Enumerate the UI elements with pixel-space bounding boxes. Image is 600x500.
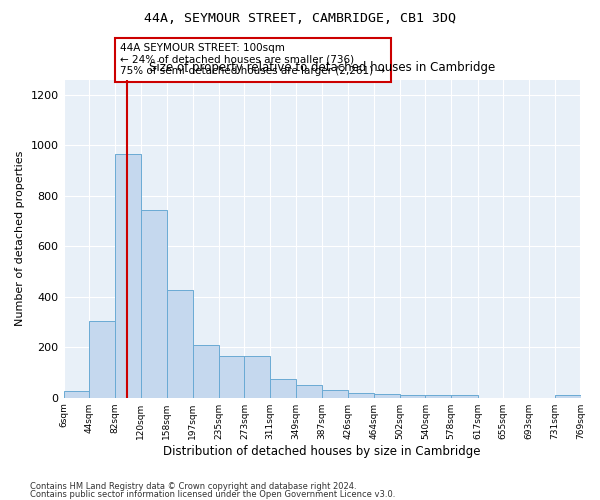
Bar xyxy=(296,385,322,398)
Bar xyxy=(193,344,218,398)
X-axis label: Distribution of detached houses by size in Cambridge: Distribution of detached houses by size … xyxy=(163,444,481,458)
Bar xyxy=(451,395,478,398)
Bar xyxy=(270,379,296,398)
Bar xyxy=(167,290,193,398)
Bar xyxy=(374,394,400,398)
Bar xyxy=(400,395,425,398)
Text: 44A SEYMOUR STREET: 100sqm
← 24% of detached houses are smaller (736)
75% of sem: 44A SEYMOUR STREET: 100sqm ← 24% of deta… xyxy=(121,43,386,76)
Bar xyxy=(64,392,89,398)
Text: 44A, SEYMOUR STREET, CAMBRIDGE, CB1 3DQ: 44A, SEYMOUR STREET, CAMBRIDGE, CB1 3DQ xyxy=(144,12,456,26)
Bar xyxy=(425,395,451,398)
Bar xyxy=(322,390,348,398)
Bar xyxy=(244,356,270,398)
Bar xyxy=(218,356,244,398)
Bar xyxy=(348,392,374,398)
Text: Contains public sector information licensed under the Open Government Licence v3: Contains public sector information licen… xyxy=(30,490,395,499)
Bar xyxy=(141,210,167,398)
Bar xyxy=(115,154,141,398)
Bar xyxy=(89,320,115,398)
Y-axis label: Number of detached properties: Number of detached properties xyxy=(15,151,25,326)
Title: Size of property relative to detached houses in Cambridge: Size of property relative to detached ho… xyxy=(149,61,495,74)
Bar xyxy=(555,395,581,398)
Text: Contains HM Land Registry data © Crown copyright and database right 2024.: Contains HM Land Registry data © Crown c… xyxy=(30,482,356,491)
